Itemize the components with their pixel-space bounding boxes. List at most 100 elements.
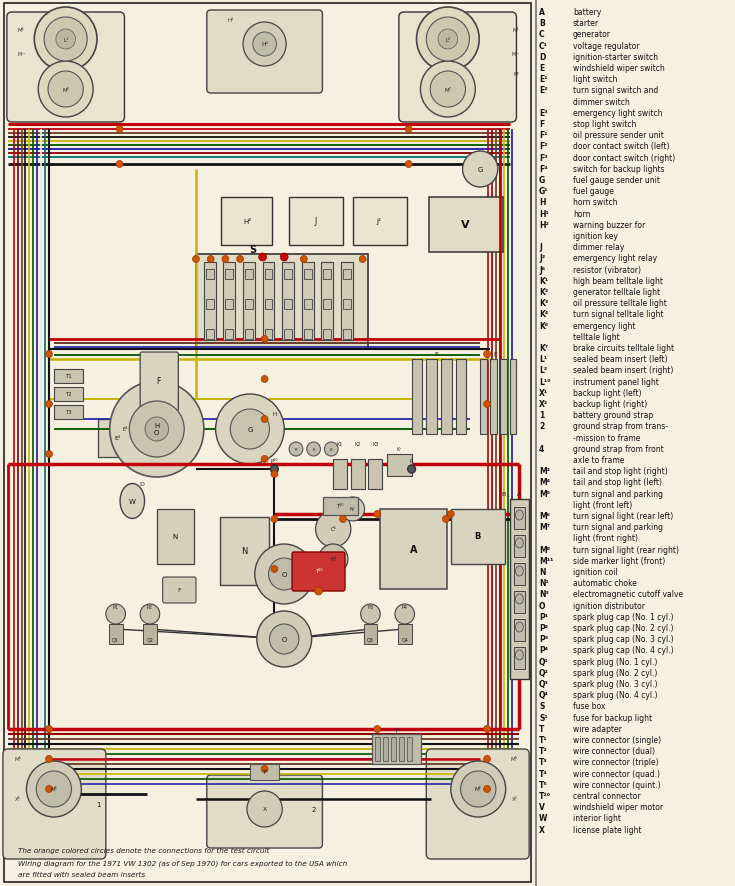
Bar bbox=[412, 360, 423, 434]
Circle shape bbox=[145, 417, 168, 441]
Text: L¹: L¹ bbox=[539, 354, 548, 364]
Text: turn signal and parking: turn signal and parking bbox=[573, 523, 663, 532]
Text: B: B bbox=[501, 492, 506, 497]
Circle shape bbox=[484, 756, 490, 763]
Text: M²: M² bbox=[475, 787, 481, 791]
Circle shape bbox=[301, 256, 307, 263]
Bar bbox=[98, 420, 137, 457]
Circle shape bbox=[106, 604, 126, 625]
Text: Q¹: Q¹ bbox=[539, 657, 549, 666]
Circle shape bbox=[255, 544, 314, 604]
Bar bbox=[265, 330, 273, 339]
Text: G: G bbox=[539, 175, 545, 185]
Text: M⁷: M⁷ bbox=[445, 88, 451, 92]
Ellipse shape bbox=[515, 510, 523, 520]
Text: ground strap from front: ground strap from front bbox=[573, 444, 664, 454]
Text: Q1: Q1 bbox=[112, 637, 119, 641]
Bar bbox=[54, 387, 83, 401]
Circle shape bbox=[405, 127, 412, 134]
Bar bbox=[343, 299, 351, 309]
Text: door contact switch (left): door contact switch (left) bbox=[573, 143, 670, 152]
Text: light (front left): light (front left) bbox=[573, 501, 632, 509]
Text: F⁴: F⁴ bbox=[539, 165, 548, 174]
Text: light switch: light switch bbox=[573, 75, 617, 84]
Text: T2: T2 bbox=[65, 392, 72, 397]
Circle shape bbox=[420, 62, 476, 118]
Circle shape bbox=[46, 401, 52, 408]
Text: oil pressure telltale light: oil pressure telltale light bbox=[573, 299, 667, 307]
Text: X²: X² bbox=[512, 797, 517, 802]
Circle shape bbox=[261, 376, 268, 383]
Text: fuel gauge sender unit: fuel gauge sender unit bbox=[573, 175, 660, 185]
Text: H²: H² bbox=[539, 221, 549, 229]
Text: P¹: P¹ bbox=[539, 612, 548, 621]
Text: P⁴: P⁴ bbox=[539, 646, 548, 655]
Text: tail and stop light (right): tail and stop light (right) bbox=[573, 467, 668, 476]
Text: spark plug (No. 1 cyl.): spark plug (No. 1 cyl.) bbox=[573, 657, 657, 666]
Circle shape bbox=[448, 511, 454, 518]
Bar bbox=[284, 330, 292, 339]
Text: high beam telltale light: high beam telltale light bbox=[573, 276, 663, 285]
Text: fuel gauge: fuel gauge bbox=[573, 187, 614, 196]
Text: J: J bbox=[315, 217, 317, 226]
Bar bbox=[265, 299, 273, 309]
Bar bbox=[451, 509, 505, 564]
Circle shape bbox=[289, 442, 303, 456]
Text: L¹: L¹ bbox=[63, 37, 68, 43]
Circle shape bbox=[271, 516, 278, 523]
Text: T²⁰: T²⁰ bbox=[336, 504, 344, 509]
Bar bbox=[304, 299, 312, 309]
Text: side marker light (front): side marker light (front) bbox=[573, 556, 665, 565]
Text: backup light (left): backup light (left) bbox=[573, 388, 642, 397]
Text: K1: K1 bbox=[337, 442, 343, 447]
Text: M¹¹: M¹¹ bbox=[18, 52, 26, 58]
Text: L¹⁰: L¹⁰ bbox=[539, 377, 551, 386]
Text: 1: 1 bbox=[96, 801, 100, 807]
Bar bbox=[109, 625, 123, 644]
Text: windshield wiper switch: windshield wiper switch bbox=[573, 64, 665, 73]
Text: H¹: H¹ bbox=[539, 209, 549, 218]
Text: O: O bbox=[539, 601, 545, 610]
Text: X²: X² bbox=[539, 400, 548, 408]
Bar bbox=[289, 198, 343, 245]
Bar bbox=[196, 254, 368, 350]
Circle shape bbox=[44, 18, 87, 62]
Circle shape bbox=[426, 18, 470, 62]
Text: wire connector (quint.): wire connector (quint.) bbox=[573, 780, 661, 789]
Text: wire adapter: wire adapter bbox=[573, 724, 622, 733]
Text: wire connector (quad.): wire connector (quad.) bbox=[573, 769, 660, 778]
Circle shape bbox=[129, 401, 184, 457]
Text: wire connector (triple): wire connector (triple) bbox=[573, 758, 659, 766]
Circle shape bbox=[110, 382, 204, 478]
Circle shape bbox=[280, 253, 288, 261]
Text: V: V bbox=[461, 220, 470, 229]
Text: switch for backup lights: switch for backup lights bbox=[573, 165, 664, 174]
Circle shape bbox=[261, 336, 268, 343]
Bar bbox=[302, 263, 314, 340]
FancyBboxPatch shape bbox=[399, 13, 517, 123]
Bar bbox=[226, 269, 233, 280]
FancyBboxPatch shape bbox=[426, 750, 529, 859]
Text: K: K bbox=[330, 447, 332, 452]
Bar bbox=[456, 360, 467, 434]
Bar bbox=[514, 619, 526, 641]
Circle shape bbox=[36, 771, 71, 807]
Bar bbox=[376, 737, 380, 761]
Bar bbox=[220, 517, 268, 586]
Text: N³: N³ bbox=[539, 590, 549, 599]
Bar bbox=[323, 330, 331, 339]
Text: Q2: Q2 bbox=[146, 637, 154, 641]
Circle shape bbox=[484, 786, 490, 793]
Text: G¹: G¹ bbox=[539, 187, 549, 196]
Bar bbox=[509, 360, 517, 434]
Circle shape bbox=[484, 401, 490, 408]
Text: P: P bbox=[410, 459, 413, 464]
Bar bbox=[54, 369, 83, 384]
Text: S: S bbox=[249, 245, 257, 254]
Circle shape bbox=[26, 761, 82, 817]
Circle shape bbox=[374, 511, 381, 518]
Text: fuse for backup light: fuse for backup light bbox=[573, 713, 652, 722]
Circle shape bbox=[207, 256, 214, 263]
Text: O: O bbox=[282, 636, 287, 642]
Circle shape bbox=[48, 72, 83, 108]
